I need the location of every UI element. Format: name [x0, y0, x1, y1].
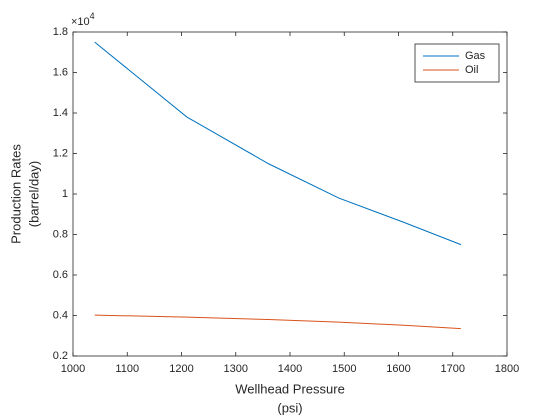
y-tick-label: 0.6	[53, 269, 68, 281]
series-line	[94, 41, 462, 246]
x-tick-label: 1800	[495, 363, 519, 375]
y-tick-label: 1.8	[53, 26, 68, 38]
x-tick-label: 1000	[61, 363, 85, 375]
y-tick-label: 1.6	[53, 66, 68, 78]
plot-area	[72, 31, 508, 357]
y-tick-label: 0.4	[53, 309, 68, 321]
x-tick-label: 1500	[332, 363, 356, 375]
y-tick-label: 1.4	[53, 107, 68, 119]
legend-label: Oil	[465, 64, 478, 76]
legend-box	[414, 43, 500, 83]
y-multiplier-base: ×10	[71, 16, 90, 28]
y-tick-label: 1	[62, 188, 68, 200]
y-tick-label: 0.2	[53, 350, 68, 362]
y-axis-label: (barrel/day)	[26, 161, 41, 227]
y-multiplier: ×104	[71, 11, 95, 28]
x-tick-label: 1600	[386, 363, 410, 375]
x-tick-label: 1200	[169, 363, 193, 375]
x-axis-label: Wellhead Pressure	[235, 381, 345, 396]
x-tick-label: 1100	[115, 363, 139, 375]
y-tick-label: 0.8	[53, 228, 68, 240]
y-tick-label: 1.2	[53, 147, 68, 159]
x-tick-label: 1300	[224, 363, 248, 375]
legend-label: Gas	[465, 50, 486, 62]
x-tick-label: 1400	[278, 363, 302, 375]
y-axis-label: Production Rates	[8, 144, 23, 244]
y-multiplier-exponent: 4	[90, 11, 95, 21]
x-axis-label: (psi)	[277, 400, 302, 415]
series-line	[94, 314, 461, 330]
x-tick-label: 1700	[441, 363, 465, 375]
